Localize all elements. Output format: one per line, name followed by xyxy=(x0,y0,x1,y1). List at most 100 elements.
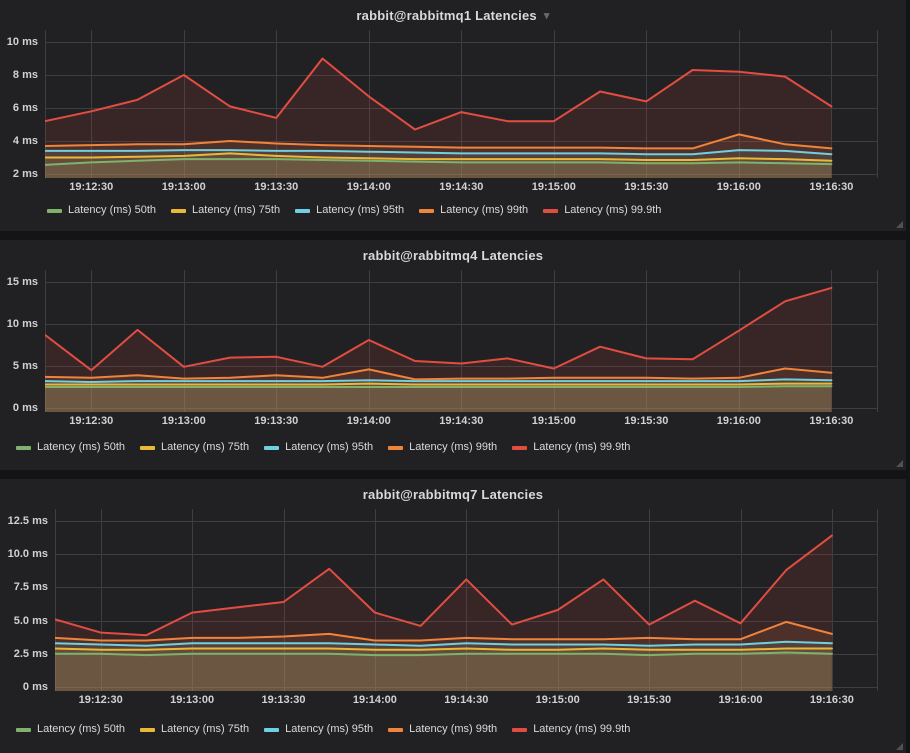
x-axis-label: 19:15:30 xyxy=(627,694,672,706)
series-fill-99.9th xyxy=(55,535,832,691)
series-fill-99th xyxy=(45,134,832,178)
series-fill-95th xyxy=(45,150,832,178)
panel-resize-handle[interactable] xyxy=(896,743,903,750)
x-axis-label: 19:16:30 xyxy=(809,694,854,706)
legend-item-99.9th[interactable]: Latency (ms) 99.9th xyxy=(512,441,630,454)
panel-title[interactable]: rabbit@rabbitmq1 Latencies xyxy=(356,7,537,23)
y-axis-label: 10.0 ms xyxy=(7,548,48,561)
panel-title[interactable]: rabbit@rabbitmq4 Latencies xyxy=(362,247,544,263)
legend-label: Latency (ms) 95th xyxy=(316,204,405,216)
legend-swatch xyxy=(16,445,31,450)
legend-item-50th[interactable]: Latency (ms) 50th xyxy=(47,204,156,217)
plot-area[interactable] xyxy=(45,270,878,412)
legend-label: Latency (ms) 50th xyxy=(68,204,157,216)
legend: Latency (ms) 50th Latency (ms) 75th Latenc… xyxy=(0,432,906,454)
x-axis-label: 19:15:30 xyxy=(624,181,669,193)
y-axis-label: 15 ms xyxy=(6,276,38,288)
x-axis-label: 19:13:00 xyxy=(161,415,206,427)
legend-swatch xyxy=(140,445,156,450)
legend-item-99th[interactable]: Latency (ms) 99th xyxy=(388,441,497,454)
legend: Latency (ms) 50th Latency (ms) 75th Latenc… xyxy=(0,711,906,736)
x-axis-label: 19:15:00 xyxy=(531,415,576,427)
legend-item-75th[interactable]: Latency (ms) 75th xyxy=(140,441,249,454)
series-line-99th xyxy=(45,133,833,150)
panel-title[interactable]: rabbit@rabbitmq7 Latencies xyxy=(362,486,544,502)
series-line-99.9th xyxy=(45,286,833,372)
x-axis-label: 19:15:00 xyxy=(535,694,580,706)
x-axis-label: 19:12:30 xyxy=(69,181,114,193)
x-axis-label: 19:13:30 xyxy=(254,415,299,427)
panel-rabbitmq1-latencies: rabbit@rabbitmq1 Latencies ▾ 2 ms 4 ms 6 m… xyxy=(0,0,906,231)
plot-area[interactable] xyxy=(45,30,878,178)
legend-label: Latency (ms) 99.9th xyxy=(564,204,662,216)
panel-resize-handle[interactable] xyxy=(896,460,903,467)
legend-label: Latency (ms) 50th xyxy=(37,441,126,453)
legend: Latency (ms) 50th Latency (ms) 75th Latenc… xyxy=(0,198,906,217)
x-axis-label: 19:13:00 xyxy=(161,181,206,193)
legend-swatch xyxy=(47,208,62,213)
panel-header[interactable]: rabbit@rabbitmq1 Latencies ▾ xyxy=(0,0,906,30)
x-axis-label: 19:16:30 xyxy=(809,415,854,427)
y-axis: 0 ms 5 ms 10 ms 15 ms xyxy=(0,270,45,414)
panel-resize-handle[interactable] xyxy=(896,221,903,228)
legend-label: Latency (ms) 99th xyxy=(440,204,529,216)
legend-label: Latency (ms) 99.9th xyxy=(533,723,631,735)
y-axis-label: 5.0 ms xyxy=(13,614,48,627)
legend-item-99th[interactable]: Latency (ms) 99th xyxy=(419,204,528,217)
legend-swatch xyxy=(264,445,280,450)
panel-rabbitmq7-latencies: rabbit@rabbitmq7 Latencies 0 ms 2.5 ms 5.0… xyxy=(0,479,906,753)
series-line-50th xyxy=(45,158,833,166)
series-line-75th xyxy=(45,152,833,162)
x-axis-label: 19:16:00 xyxy=(716,415,761,427)
legend-label: Latency (ms) 99.9th xyxy=(533,441,631,453)
x-axis-label: 19:14:00 xyxy=(346,181,391,193)
y-axis-label: 10 ms xyxy=(6,36,38,48)
legend-swatch xyxy=(419,208,435,213)
series-fill-50th xyxy=(55,652,832,691)
x-axis-label: 19:13:00 xyxy=(170,694,215,706)
gridlines xyxy=(45,30,878,178)
legend-item-95th[interactable]: Latency (ms) 95th xyxy=(264,441,373,454)
y-axis-label: 4 ms xyxy=(12,135,38,147)
panel-header[interactable]: rabbit@rabbitmq4 Latencies xyxy=(0,240,906,270)
x-axis-label: 19:15:30 xyxy=(624,415,669,427)
plot-area[interactable] xyxy=(55,509,878,691)
y-axis-label: 0 ms xyxy=(22,681,48,693)
legend-item-95th[interactable]: Latency (ms) 95th xyxy=(264,723,373,736)
series-line-99th xyxy=(45,367,833,381)
y-axis-label: 0 ms xyxy=(12,402,38,414)
series-line-75th xyxy=(55,647,833,651)
legend-swatch xyxy=(171,208,187,213)
legend-label: Latency (ms) 50th xyxy=(37,723,126,735)
legend-item-95th[interactable]: Latency (ms) 95th xyxy=(295,204,404,217)
y-axis-label: 10 ms xyxy=(6,318,38,330)
legend-item-50th[interactable]: Latency (ms) 50th xyxy=(16,441,125,454)
legend-item-99th[interactable]: Latency (ms) 99th xyxy=(388,723,497,736)
y-axis-label: 7.5 ms xyxy=(13,581,48,594)
latency-chart-svg[interactable] xyxy=(55,509,878,691)
series-line-50th xyxy=(55,651,833,657)
legend-item-99.9th[interactable]: Latency (ms) 99.9th xyxy=(512,723,630,736)
panel-header[interactable]: rabbit@rabbitmq7 Latencies xyxy=(0,479,906,509)
x-axis-label: 19:14:00 xyxy=(346,415,391,427)
legend-label: Latency (ms) 95th xyxy=(285,441,374,453)
gridlines xyxy=(45,270,878,412)
x-axis: 19:12:30 19:13:00 19:13:30 19:14:00 19:14:30… xyxy=(45,178,878,198)
legend-item-75th[interactable]: Latency (ms) 75th xyxy=(171,204,280,217)
legend-item-99.9th[interactable]: Latency (ms) 99.9th xyxy=(543,204,661,217)
latency-chart-svg[interactable] xyxy=(45,30,878,178)
legend-label: Latency (ms) 75th xyxy=(161,723,250,735)
legend-swatch xyxy=(388,445,404,450)
legend-label: Latency (ms) 99th xyxy=(409,441,498,453)
x-axis-label: 19:16:00 xyxy=(718,694,763,706)
legend-item-75th[interactable]: Latency (ms) 75th xyxy=(140,723,249,736)
legend-swatch xyxy=(264,727,280,732)
x-axis-label: 19:16:00 xyxy=(716,181,761,193)
legend-label: Latency (ms) 95th xyxy=(285,723,374,735)
latency-chart-svg[interactable] xyxy=(45,270,878,412)
x-axis: 19:12:30 19:13:00 19:13:30 19:14:00 19:14:30… xyxy=(55,691,878,711)
legend-item-50th[interactable]: Latency (ms) 50th xyxy=(16,723,125,736)
series-line-95th xyxy=(45,378,833,383)
legend-label: Latency (ms) 75th xyxy=(192,204,281,216)
y-axis-label: 12.5 ms xyxy=(7,515,48,527)
